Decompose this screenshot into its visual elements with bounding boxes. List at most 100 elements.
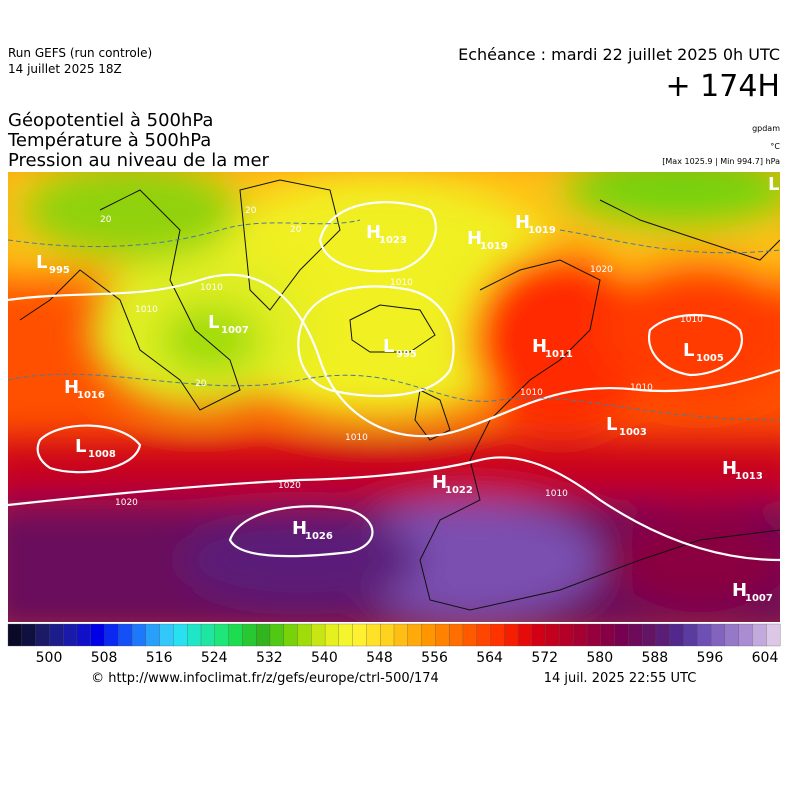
- contour-label: 20: [100, 215, 112, 225]
- colorbar-swatch: [724, 623, 740, 647]
- colorbar-tick: 508: [91, 650, 118, 666]
- contour-label: 1010: [135, 305, 158, 315]
- center-type: L: [208, 312, 219, 333]
- colorbar: 500 508 516 524 532 540 548 556 564 572 580 588 596 6…: [7, 623, 781, 666]
- unit: [Max 1025.9 | Min 994.7] hPa: [662, 157, 780, 166]
- contour-label: 1020: [278, 481, 301, 491]
- colorbar-swatch: [586, 623, 602, 647]
- unit: gpdam: [752, 124, 780, 133]
- source: © http://www.infoclimat.fr/z/gefs/europe…: [91, 671, 439, 686]
- colorbar-swatch: [559, 623, 574, 647]
- colorbar-swatch: [104, 623, 119, 647]
- contour-label: 1010: [630, 383, 653, 393]
- colorbar-tick: 532: [256, 650, 283, 666]
- colorbar-swatch: [131, 623, 147, 647]
- colorbar-swatch: [269, 623, 285, 647]
- contour-label: 1010: [390, 278, 413, 288]
- center-value: 1023: [379, 235, 407, 246]
- colorbar-swatch: [710, 623, 726, 647]
- map: [8, 172, 780, 622]
- center-value: 1008: [88, 449, 116, 460]
- center-type: H: [732, 580, 747, 601]
- center-type: H: [64, 377, 79, 398]
- center-value: 1013: [735, 471, 763, 482]
- colorbar-swatch: [200, 623, 216, 647]
- colorbar-swatch: [462, 623, 478, 647]
- colorbar-swatch: [228, 623, 243, 647]
- colorbar-swatch: [669, 623, 684, 647]
- colorbar-swatch: [655, 623, 671, 647]
- contour-label: 20: [245, 206, 257, 216]
- colorbar-swatch: [752, 623, 767, 647]
- center-value: 1019: [528, 225, 556, 236]
- colorbar-swatch: [90, 623, 105, 647]
- colorbar-swatch: [297, 623, 312, 647]
- center-value: 1026: [305, 531, 333, 542]
- colorbar-swatch: [380, 623, 395, 647]
- field: Géopotentiel à 500hPa: [8, 110, 213, 131]
- colorbar-swatch: [545, 623, 560, 647]
- lead-time: + 174H: [666, 69, 781, 104]
- center-type: L: [683, 340, 694, 361]
- colorbar-swatch: [600, 623, 616, 647]
- colorbar-swatch: [573, 623, 588, 647]
- contour-label: 1010: [520, 388, 543, 398]
- colorbar-swatch: [255, 623, 271, 647]
- valid-time: Echéance : mardi 22 juillet 2025 0h UTC: [458, 45, 780, 64]
- colorbar-tick: 572: [531, 650, 558, 666]
- colorbar-swatch: [311, 623, 326, 647]
- colorbar-swatch: [393, 623, 409, 647]
- colorbar-swatch: [76, 623, 92, 647]
- colorbar-swatch: [531, 623, 547, 647]
- colorbar-swatch: [628, 623, 643, 647]
- colorbar-swatch: [683, 623, 698, 647]
- contour-label: 1020: [115, 498, 138, 508]
- run: Run GEFS (run controle): [8, 46, 152, 60]
- colorbar-swatch: [448, 623, 464, 647]
- center-value: 995: [49, 265, 70, 276]
- center-value: 1005: [696, 353, 724, 364]
- colorbar-swatch: [421, 623, 436, 647]
- colorbar-tick: 604: [752, 650, 779, 666]
- center-value: 1011: [545, 349, 573, 360]
- center-type: H: [722, 458, 737, 479]
- colorbar-swatch: [490, 623, 505, 647]
- colorbar-swatch: [641, 623, 657, 647]
- colorbar-swatch: [118, 623, 133, 647]
- center-value: 1003: [619, 427, 647, 438]
- colorbar-swatch: [159, 623, 174, 647]
- contour-label: 1010: [545, 489, 568, 499]
- colorbar-swatch: [766, 623, 781, 647]
- generated: 14 juil. 2025 22:55 UTC: [544, 671, 697, 686]
- center-value: 1019: [480, 241, 508, 252]
- colorbar-swatch: [476, 623, 491, 647]
- colorbar-swatch: [338, 623, 354, 647]
- colorbar-swatch: [366, 623, 381, 647]
- contour-label: 1010: [200, 283, 223, 293]
- colorbar-swatch: [435, 623, 450, 647]
- colorbar-tick: 596: [697, 650, 724, 666]
- center-value: 1007: [745, 593, 773, 604]
- colorbar-swatch: [504, 623, 519, 647]
- colorbar-tick: 540: [311, 650, 338, 666]
- center-type: H: [366, 222, 381, 243]
- colorbar-tick: 548: [366, 650, 393, 666]
- colorbar-swatch: [173, 623, 188, 647]
- colorbar-tick: 500: [36, 650, 63, 666]
- center-type: H: [432, 472, 447, 493]
- colorbar-swatch: [49, 623, 64, 647]
- colorbar-swatch: [352, 623, 367, 647]
- colorbar-tick: 588: [641, 650, 668, 666]
- field: Température à 500hPa: [7, 130, 211, 151]
- colorbar-swatch: [407, 623, 423, 647]
- colorbar-swatch: [697, 623, 712, 647]
- center-type: L: [383, 336, 394, 357]
- unit: °C: [770, 142, 780, 151]
- colorbar-swatch: [35, 623, 50, 647]
- contour-label: 1010: [345, 433, 368, 443]
- colorbar-swatch: [62, 623, 78, 647]
- center-type: H: [515, 212, 530, 233]
- center-type: H: [292, 518, 307, 539]
- colorbar-tick: 524: [201, 650, 228, 666]
